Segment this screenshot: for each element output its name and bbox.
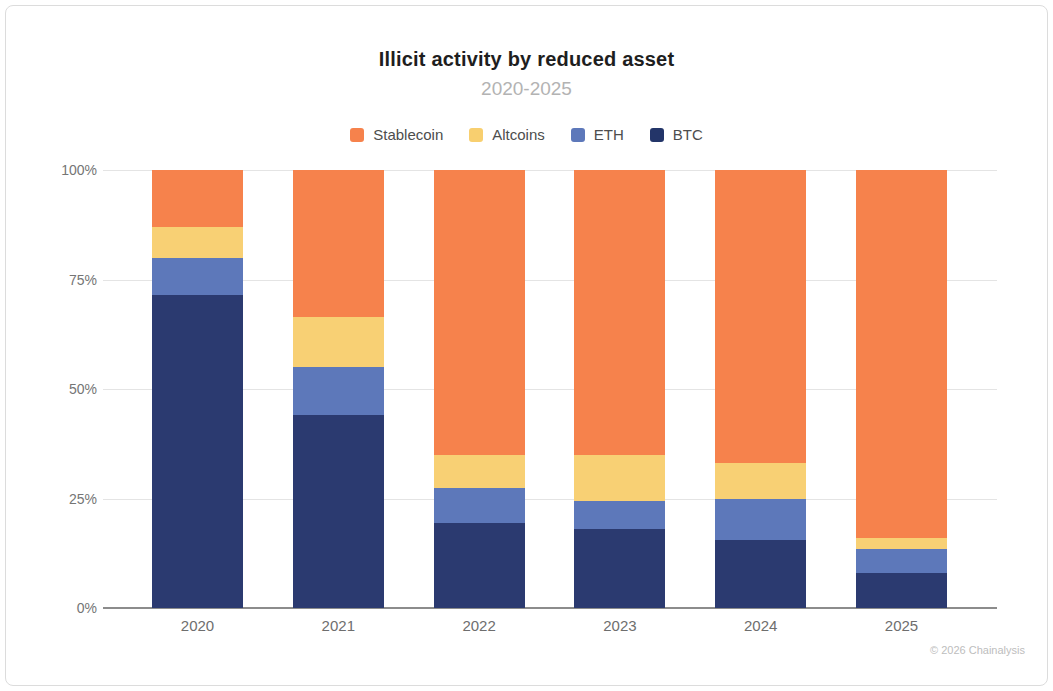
copyright-text: © 2026 Chainalysis: [930, 644, 1025, 656]
y-tick-label: 0%: [0, 600, 97, 616]
bar-segment-btc-2025: [856, 573, 947, 608]
stacked-bar-2024: [715, 170, 806, 608]
bar-segment-eth-2022: [434, 488, 525, 523]
stacked-bar-2023: [574, 170, 665, 608]
bar-group: [152, 170, 947, 608]
y-tick-label: 50%: [0, 381, 97, 397]
bar-segment-eth-2023: [574, 501, 665, 529]
bar-segment-stablecoin-2023: [574, 170, 665, 455]
x-tick-label: 2023: [574, 617, 665, 634]
bar-segment-btc-2022: [434, 523, 525, 608]
y-tick-label: 25%: [0, 491, 97, 507]
bar-segment-altcoins-2025: [856, 538, 947, 549]
plot-area: 100% 75% 50% 25% 0% 2020 2021 2022 2023 2024 2025: [0, 0, 1053, 691]
x-tick-label: 2022: [434, 617, 525, 634]
x-tick-label: 2020: [152, 617, 243, 634]
stacked-bar-2025: [856, 170, 947, 608]
bar-segment-stablecoin-2021: [293, 170, 384, 317]
bar-segment-altcoins-2023: [574, 455, 665, 501]
bar-segment-altcoins-2020: [152, 227, 243, 258]
bar-segment-btc-2020: [152, 295, 243, 608]
bar-segment-btc-2023: [574, 529, 665, 608]
bar-segment-stablecoin-2022: [434, 170, 525, 455]
y-tick-label: 100%: [0, 162, 97, 178]
bar-segment-stablecoin-2020: [152, 170, 243, 227]
x-axis-labels: 2020 2021 2022 2023 2024 2025: [152, 617, 947, 634]
x-tick-label: 2024: [715, 617, 806, 634]
bar-segment-stablecoin-2025: [856, 170, 947, 538]
bar-segment-eth-2020: [152, 258, 243, 295]
y-tick-label: 75%: [0, 272, 97, 288]
stacked-bar-2022: [434, 170, 525, 608]
bar-segment-altcoins-2024: [715, 463, 806, 498]
bar-segment-eth-2021: [293, 367, 384, 415]
x-tick-label: 2021: [293, 617, 384, 634]
bar-segment-altcoins-2022: [434, 455, 525, 488]
bar-segment-eth-2025: [856, 549, 947, 573]
bar-segment-btc-2021: [293, 415, 384, 608]
stacked-bar-2021: [293, 170, 384, 608]
bar-segment-altcoins-2021: [293, 317, 384, 367]
chart-card: Illicit activity by reduced asset 2020-2…: [0, 0, 1053, 691]
bar-segment-btc-2024: [715, 540, 806, 608]
x-tick-label: 2025: [856, 617, 947, 634]
bar-segment-eth-2024: [715, 499, 806, 541]
bar-segment-stablecoin-2024: [715, 170, 806, 463]
stacked-bar-2020: [152, 170, 243, 608]
